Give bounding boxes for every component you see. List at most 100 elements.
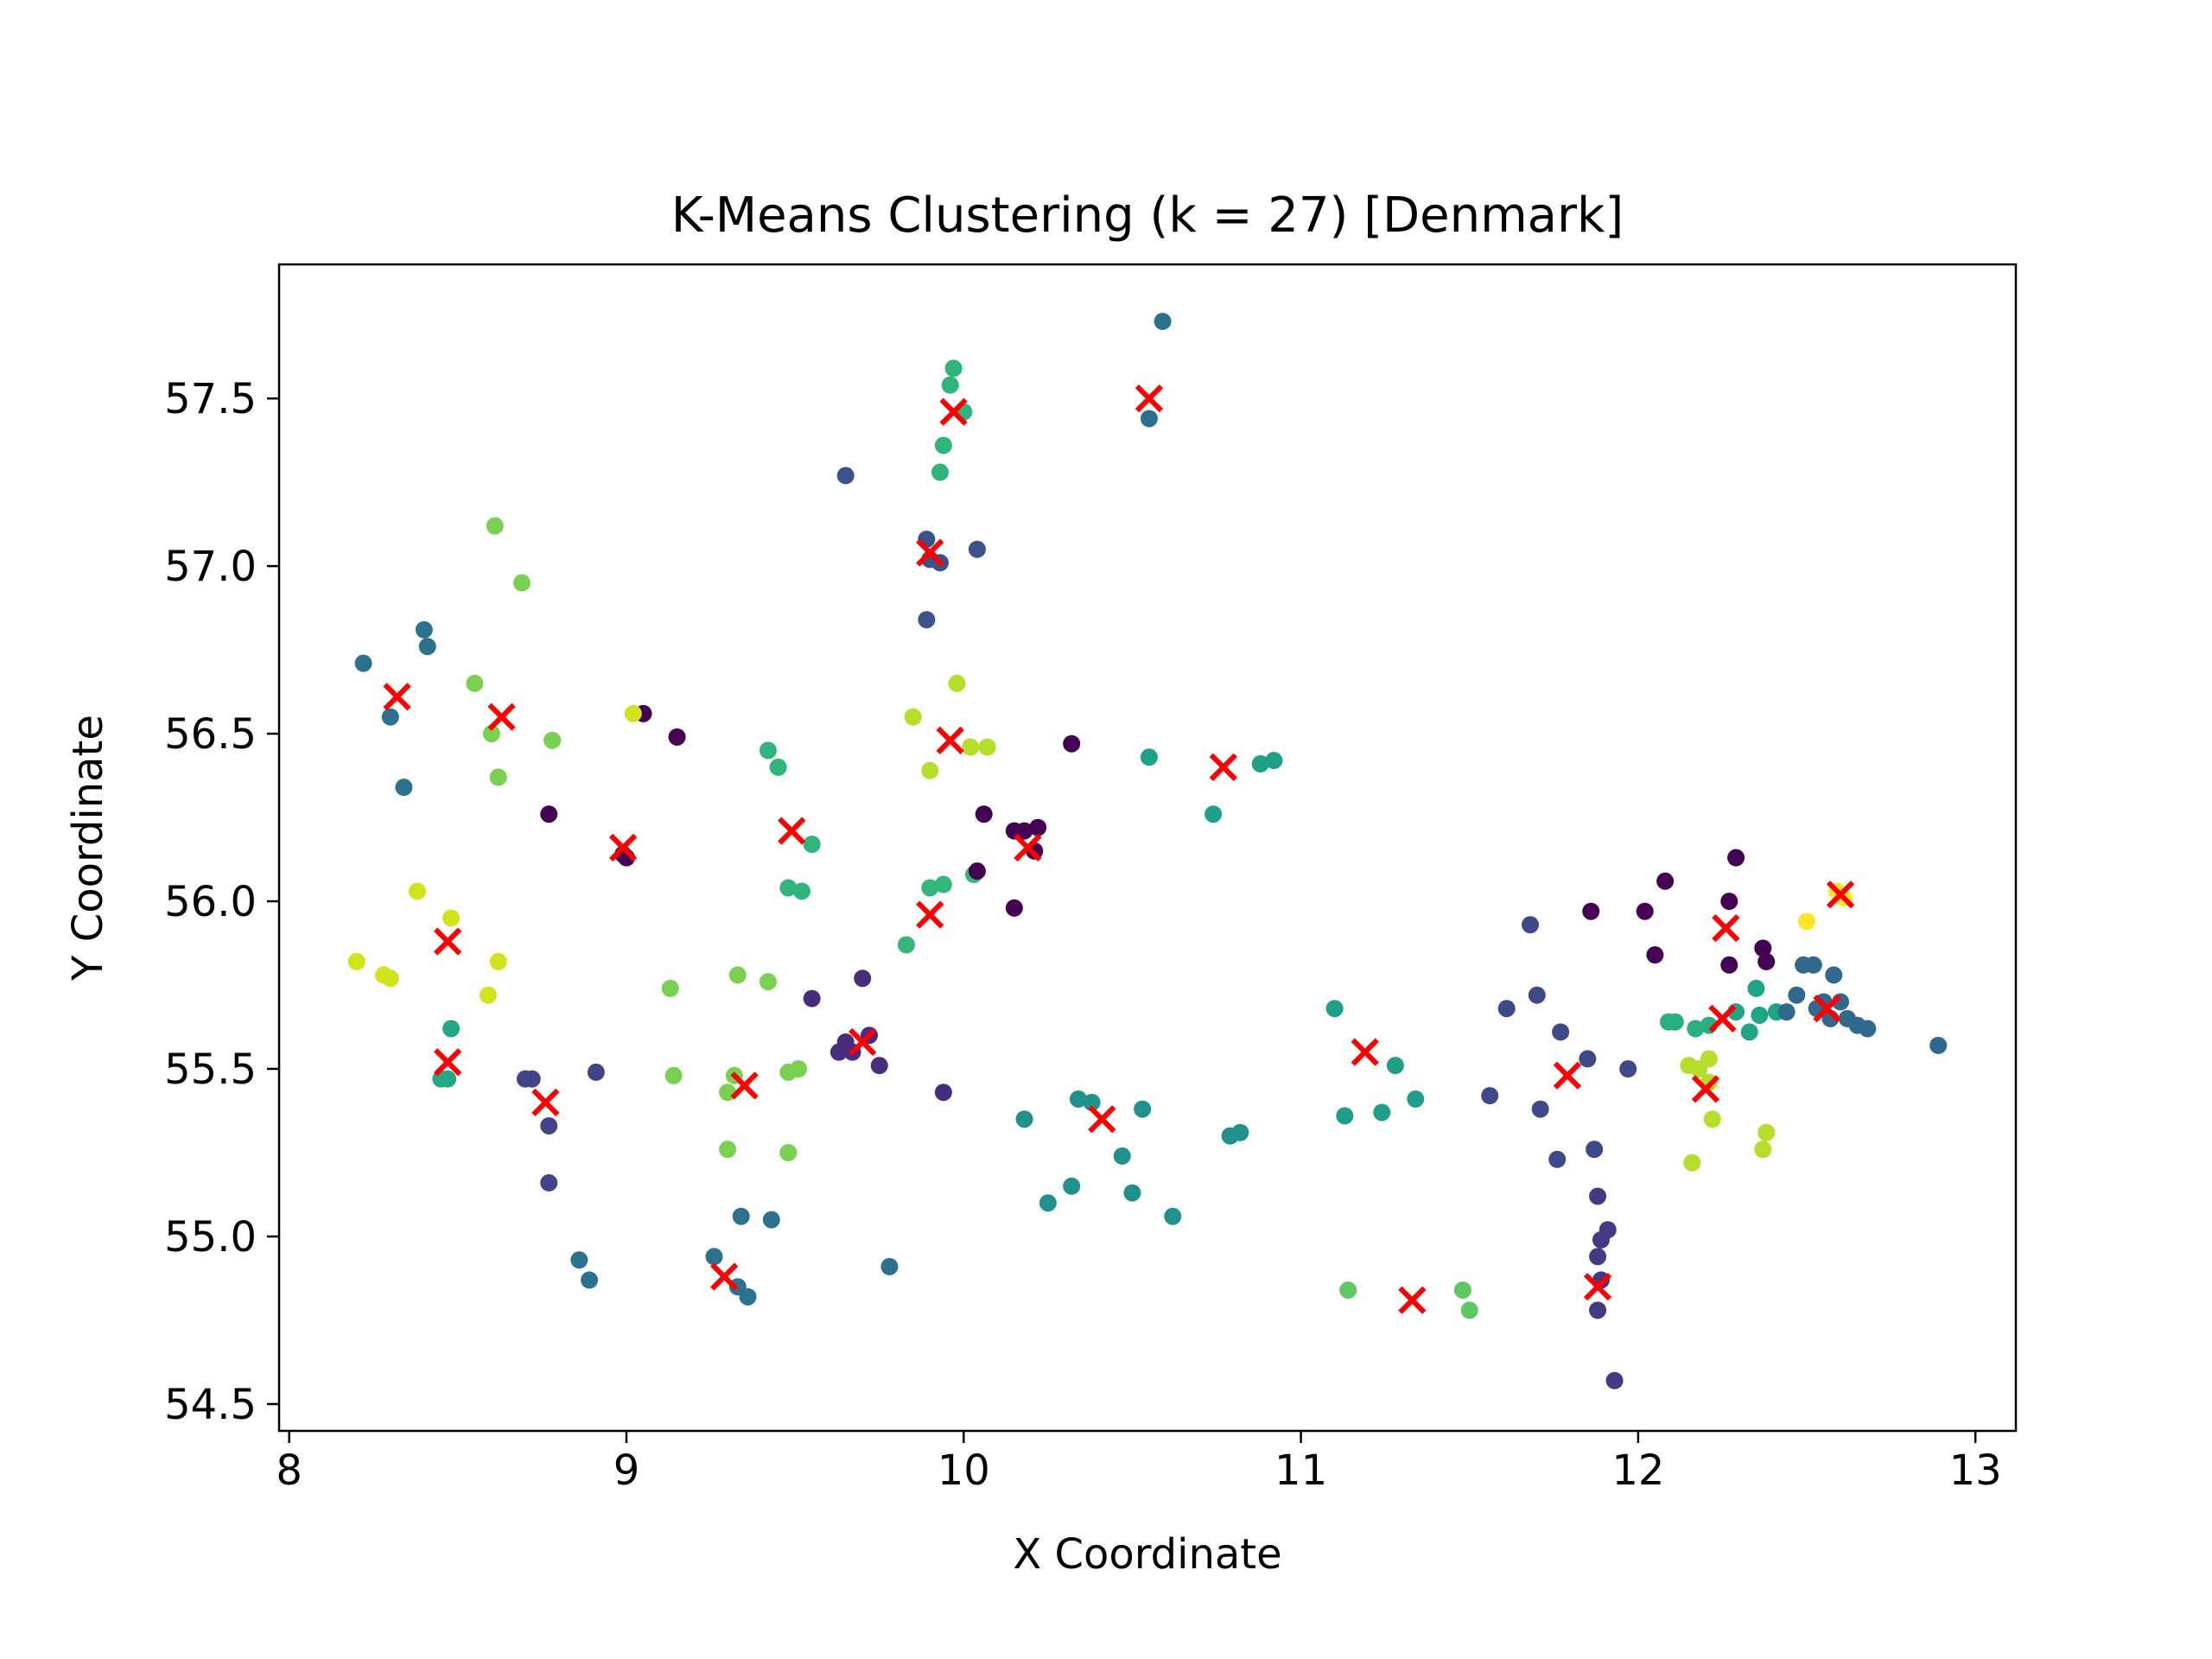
data-point-3 bbox=[415, 620, 433, 639]
data-point-0 bbox=[354, 654, 372, 672]
data-point-54 bbox=[792, 882, 810, 900]
data-point-95 bbox=[1134, 1100, 1152, 1118]
x-axis: 8 9 10 11 12 13 bbox=[276, 1431, 2002, 1495]
data-point-71 bbox=[941, 376, 959, 394]
data-point-87 bbox=[1029, 818, 1047, 836]
data-point-28 bbox=[523, 1070, 541, 1088]
centroid-marker-8 bbox=[778, 817, 806, 845]
data-point-50 bbox=[759, 741, 777, 760]
data-point-172 bbox=[1798, 912, 1816, 931]
data-point-98 bbox=[1039, 1194, 1057, 1212]
data-point-67 bbox=[968, 540, 986, 558]
data-point-70 bbox=[934, 436, 952, 454]
data-point-91 bbox=[1015, 1110, 1033, 1128]
data-point-7 bbox=[489, 768, 507, 786]
y-tick-label-0: 54.5 bbox=[164, 1381, 257, 1429]
data-point-131 bbox=[1589, 1301, 1607, 1319]
data-point-170 bbox=[1859, 1020, 1877, 1038]
centroid-marker-18 bbox=[1351, 1038, 1379, 1066]
centroid-marker-25 bbox=[1813, 995, 1841, 1023]
data-point-26 bbox=[442, 1020, 461, 1038]
data-point-133 bbox=[1582, 902, 1600, 920]
data-point-39 bbox=[880, 1257, 899, 1275]
centroid-marker-23 bbox=[1708, 1004, 1737, 1033]
data-point-20 bbox=[442, 909, 461, 927]
data-point-76 bbox=[921, 761, 939, 779]
centroid-marker-14 bbox=[1014, 833, 1042, 862]
data-point-139 bbox=[1720, 956, 1738, 974]
x-axis-label: X Coordinate bbox=[1013, 1530, 1281, 1579]
centroid-marker-16 bbox=[1135, 385, 1164, 413]
data-point-5 bbox=[466, 674, 484, 692]
data-point-90 bbox=[1063, 734, 1081, 753]
data-point-68 bbox=[918, 611, 936, 629]
centroid-marker-15 bbox=[1088, 1105, 1116, 1134]
centroid-marker-24 bbox=[1691, 1075, 1720, 1103]
data-point-58 bbox=[854, 969, 872, 988]
data-point-89 bbox=[1005, 899, 1023, 917]
data-point-149 bbox=[1747, 979, 1765, 997]
x-tick-label-1: 9 bbox=[613, 1446, 640, 1495]
data-points bbox=[347, 312, 1948, 1389]
centroid-marker-13 bbox=[916, 900, 944, 929]
data-point-23 bbox=[624, 704, 642, 722]
data-point-79 bbox=[897, 936, 915, 954]
data-point-62 bbox=[934, 1084, 952, 1102]
data-point-144 bbox=[1687, 1020, 1705, 1038]
data-point-118 bbox=[1521, 916, 1539, 934]
x-tick-label-0: 8 bbox=[276, 1446, 302, 1495]
centroid-marker-12 bbox=[936, 726, 964, 754]
centroid-marker-20 bbox=[1553, 1061, 1582, 1090]
data-point-15 bbox=[668, 728, 686, 746]
centroid-marker-17 bbox=[1209, 753, 1237, 782]
y-tick-label-5: 57.0 bbox=[164, 543, 257, 591]
data-point-134 bbox=[1636, 902, 1654, 920]
data-point-155 bbox=[1703, 1110, 1721, 1128]
data-point-94 bbox=[1113, 1147, 1131, 1165]
centroid-marker-26 bbox=[1826, 880, 1855, 909]
centroid-marker-9 bbox=[849, 1027, 877, 1057]
y-tick-label-3: 56.0 bbox=[164, 878, 257, 926]
data-point-61 bbox=[836, 1033, 855, 1051]
data-point-18 bbox=[381, 969, 399, 988]
data-point-75 bbox=[904, 708, 922, 726]
data-point-128 bbox=[1599, 1221, 1617, 1239]
centroid-marker-6 bbox=[710, 1262, 739, 1291]
data-point-114 bbox=[1453, 1281, 1471, 1300]
data-point-115 bbox=[1460, 1301, 1478, 1319]
data-point-2 bbox=[395, 779, 413, 797]
data-point-93 bbox=[1083, 1093, 1101, 1111]
data-point-6 bbox=[482, 725, 500, 743]
y-tick-label-4: 56.5 bbox=[164, 710, 257, 759]
data-point-141 bbox=[1758, 952, 1776, 970]
data-point-160 bbox=[1788, 986, 1806, 1004]
data-point-106 bbox=[1251, 755, 1269, 773]
data-point-121 bbox=[1548, 1150, 1567, 1168]
data-point-8 bbox=[543, 731, 562, 749]
data-point-38 bbox=[762, 1211, 780, 1229]
data-point-132 bbox=[1605, 1371, 1624, 1389]
data-point-9 bbox=[486, 517, 504, 535]
data-point-44 bbox=[728, 966, 747, 984]
data-point-34 bbox=[705, 1248, 723, 1266]
data-point-30 bbox=[540, 1173, 558, 1192]
centroid-markers bbox=[383, 385, 1855, 1314]
data-point-33 bbox=[581, 1271, 599, 1289]
centroid-marker-5 bbox=[531, 1088, 560, 1116]
data-point-31 bbox=[587, 1063, 605, 1081]
x-tick-label-3: 11 bbox=[1274, 1446, 1327, 1495]
data-point-81 bbox=[934, 875, 952, 893]
data-point-117 bbox=[1497, 1000, 1516, 1018]
centroid-marker-3 bbox=[434, 927, 462, 956]
data-point-10 bbox=[513, 574, 531, 592]
data-point-80 bbox=[921, 879, 939, 897]
data-point-162 bbox=[1804, 956, 1822, 974]
data-point-102 bbox=[1140, 410, 1158, 428]
data-point-63 bbox=[836, 467, 855, 485]
data-point-4 bbox=[418, 638, 436, 656]
x-tick-label-5: 13 bbox=[1949, 1446, 2002, 1495]
centroid-marker-19 bbox=[1398, 1286, 1427, 1314]
data-point-119 bbox=[1528, 986, 1546, 1004]
data-point-110 bbox=[1373, 1103, 1391, 1122]
y-axis: 54.5 55.0 55.5 56.0 56.5 57.0 57.5 bbox=[164, 375, 279, 1429]
